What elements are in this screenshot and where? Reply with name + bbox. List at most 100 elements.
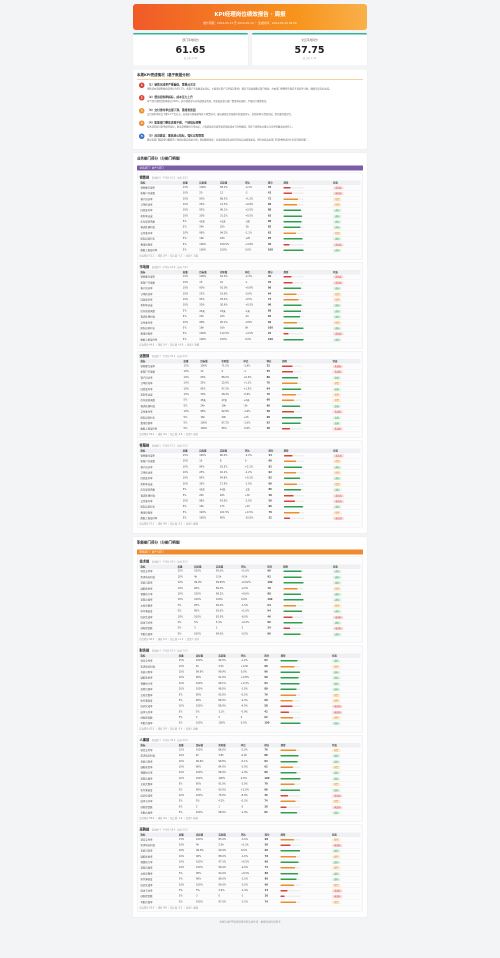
target: 95% bbox=[198, 475, 219, 482]
indicator: 回款及时率 bbox=[139, 475, 182, 482]
score-bar bbox=[282, 428, 290, 430]
score-bar bbox=[280, 884, 294, 886]
score: 20 bbox=[263, 893, 280, 900]
dept-name: 运营部 bbox=[139, 354, 150, 359]
actual: 99.8% bbox=[217, 758, 240, 765]
weight: 5% bbox=[177, 692, 195, 699]
table: 指标 权重 目标值 实际值 环比 得分 趋势 状态 销售额完成率 15% 100% 71.5% -1.8… bbox=[139, 359, 361, 433]
bar-track bbox=[283, 576, 304, 578]
trend bbox=[282, 458, 333, 465]
status-badge: 预警 bbox=[333, 587, 342, 591]
table-row: 项目交付率 15% 100% 92.0% -1.2% 84 达标 bbox=[139, 658, 361, 664]
dept-meta: 岗位数 4 · 平均分 62.0 · 达标 7/12 bbox=[151, 650, 188, 653]
indicator: 新客户开发数 bbox=[139, 458, 182, 465]
target: 90% bbox=[198, 285, 220, 292]
indicator: 销售额完成率 bbox=[139, 274, 182, 281]
status-badge: 达标 bbox=[333, 309, 342, 313]
status: 达标 bbox=[332, 308, 361, 315]
change: +1.1% bbox=[242, 380, 266, 387]
change: -1 bbox=[242, 369, 266, 376]
status-badge: 未达标 bbox=[333, 627, 344, 631]
actual: 9 bbox=[220, 369, 243, 376]
weight: 10% bbox=[181, 302, 199, 309]
target: 45天 bbox=[198, 308, 220, 315]
item-body: （1）销售完成率严重偏低，需重点关注 销售部本周销售额完成率仅为58.2%，新客户… bbox=[147, 83, 331, 92]
status: 预警 bbox=[332, 291, 361, 298]
target: 95% bbox=[193, 602, 215, 609]
weight: 5% bbox=[181, 224, 199, 231]
trend bbox=[282, 597, 332, 604]
table-row: 数据上报及时率 5% 100% 95% -5.0% 38 未达标 bbox=[139, 426, 361, 433]
target: 90% bbox=[194, 675, 218, 682]
score-bar bbox=[283, 454, 293, 457]
indicator: 考勤合规率 bbox=[139, 720, 178, 727]
status: 预警 bbox=[332, 481, 361, 488]
actual: 75.0% bbox=[217, 792, 240, 799]
change: 0h bbox=[244, 325, 267, 332]
score: 50 bbox=[263, 842, 280, 849]
score: 100 bbox=[266, 597, 283, 604]
trend bbox=[279, 753, 332, 759]
column-header: 实际值 bbox=[217, 653, 240, 659]
column-header: 目标值 bbox=[199, 359, 221, 364]
score-bar bbox=[283, 338, 304, 341]
target: 5% bbox=[193, 619, 215, 626]
status: 未达标 bbox=[331, 363, 361, 370]
status-badge: 预警 bbox=[332, 393, 342, 397]
status-badge: 达标 bbox=[333, 598, 342, 602]
status: 达标 bbox=[332, 504, 361, 511]
bar-track bbox=[280, 660, 301, 662]
score-bar bbox=[280, 878, 297, 881]
status-badge: 达标 bbox=[332, 676, 341, 680]
column-header: 环比 bbox=[239, 653, 264, 659]
analysis-item: 2 （2）费用控制率超标，成本压力上升 多个部门费用控制率超过100%，其中销售部与… bbox=[139, 95, 363, 104]
score-bar bbox=[283, 232, 297, 234]
status: 达标 bbox=[331, 686, 361, 693]
table-row: 创新提案数 5% 3 1 -1 34 未达标 bbox=[139, 625, 361, 632]
table-row: 团队培训时长 5% 16h 16h 0h 100 达标 bbox=[139, 325, 361, 332]
score: 70 bbox=[263, 781, 280, 788]
trend bbox=[282, 574, 332, 581]
trend bbox=[279, 703, 332, 710]
weight: 5% bbox=[177, 804, 195, 811]
table-row: 团队培训时长 5% 16h 17h +1h 96 达标 bbox=[139, 504, 361, 511]
weight: 10% bbox=[176, 597, 194, 604]
actual: 94.8% bbox=[218, 475, 244, 482]
kpi-label: 全员平均得分 bbox=[301, 39, 318, 42]
status-badge: 达标 bbox=[333, 477, 342, 481]
change: +0.3% bbox=[244, 302, 267, 309]
column-header: 环比 bbox=[240, 832, 264, 837]
table-row: 协作满意度 5% 90% 93.0% +2.0% 96 达标 bbox=[139, 787, 361, 794]
bar-track bbox=[280, 844, 301, 846]
score-bar bbox=[283, 238, 303, 240]
change: +3.8% bbox=[244, 241, 267, 248]
change: -1 bbox=[244, 279, 267, 286]
indicator: 项目交付率 bbox=[139, 747, 178, 754]
status-badge: 达标 bbox=[333, 338, 342, 342]
target: 90% bbox=[194, 697, 218, 704]
table-row: 费用控制率 5% 100% 97.2% -1.0% 92 达标 bbox=[139, 420, 361, 427]
trend bbox=[279, 836, 332, 843]
score-bar bbox=[280, 872, 299, 875]
target: 100% bbox=[193, 631, 215, 638]
indicator: 费用控制率 bbox=[139, 509, 182, 516]
score: 42 bbox=[263, 709, 280, 716]
target: 16h bbox=[199, 414, 221, 421]
weight: 5% bbox=[177, 870, 196, 877]
status-badge: 未达标 bbox=[333, 192, 344, 196]
change: +2.0% bbox=[239, 787, 264, 794]
target: 16h bbox=[198, 325, 220, 332]
indicator: 毛利率达成 bbox=[139, 302, 182, 309]
score-bar bbox=[283, 627, 291, 630]
item-title: （2）费用控制率超标，成本压力上升 bbox=[147, 96, 193, 100]
score-bar bbox=[283, 221, 302, 223]
score: 96 bbox=[263, 669, 280, 676]
trend bbox=[279, 893, 332, 900]
indicator: 预算执行率 bbox=[139, 770, 178, 777]
trend bbox=[279, 775, 332, 782]
trend bbox=[279, 787, 332, 794]
actual: 91.0% bbox=[217, 675, 240, 682]
change: -0.6% bbox=[244, 291, 267, 298]
status: 未达标 bbox=[332, 453, 361, 459]
trend bbox=[279, 692, 332, 699]
